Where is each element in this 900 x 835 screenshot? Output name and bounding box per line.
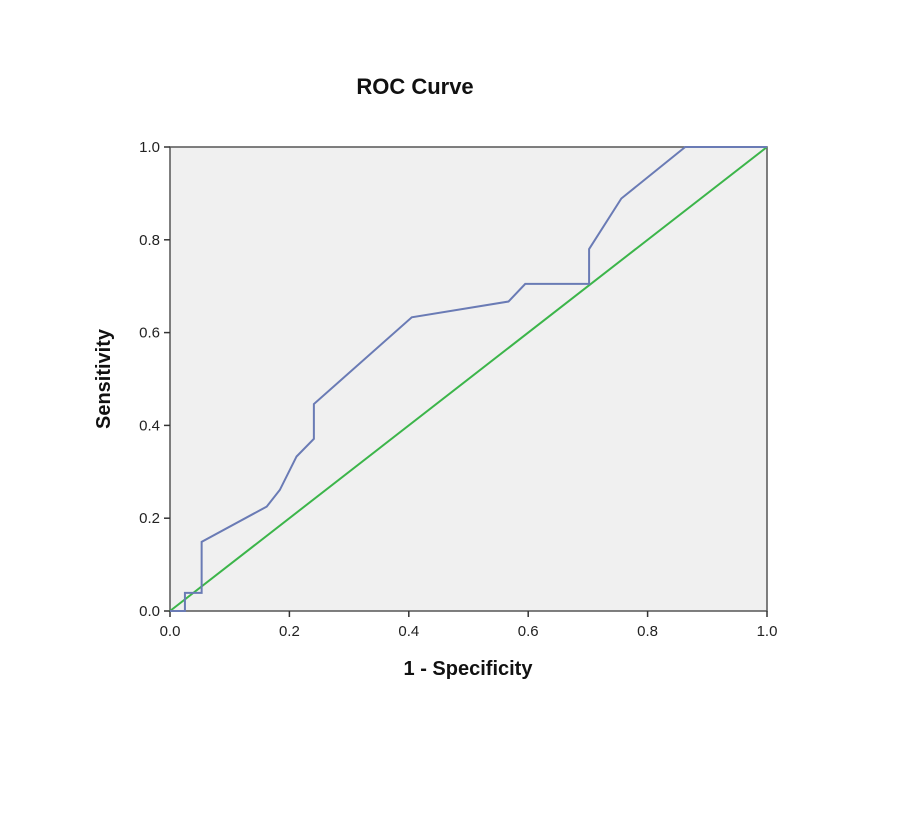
- x-axis-label: 1 - Specificity: [404, 658, 534, 680]
- series-reference-line: [169, 146, 768, 612]
- x-tick-label: 0.8: [637, 623, 658, 640]
- y-tick-label: 0.8: [139, 232, 160, 249]
- y-tick-label: 0.6: [139, 325, 160, 342]
- x-tick-label: 1.0: [757, 623, 778, 640]
- x-tick-label: 0.0: [160, 623, 181, 640]
- x-tick-label: 0.2: [279, 623, 300, 640]
- y-axis-label: Sensitivity: [93, 328, 115, 429]
- y-tick-label: 0.0: [139, 603, 160, 620]
- y-tick-label: 0.4: [139, 417, 160, 434]
- y-tick-label: 1.0: [139, 139, 160, 156]
- x-tick-label: 0.6: [518, 623, 539, 640]
- chart-title: ROC Curve: [356, 74, 473, 99]
- x-tick-label: 0.4: [398, 623, 419, 640]
- series-roc: [170, 146, 767, 612]
- y-tick-label: 0.2: [139, 510, 160, 527]
